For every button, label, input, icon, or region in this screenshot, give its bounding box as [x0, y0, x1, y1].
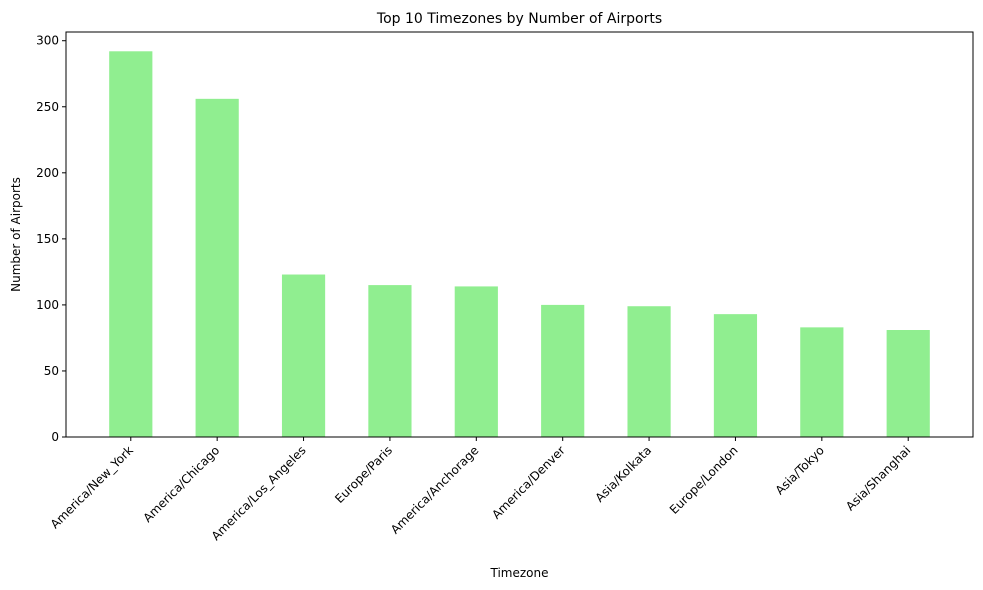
y-axis: 0 50 100 150 200 250 300 — [36, 34, 66, 444]
bar-europe-london — [713, 314, 758, 437]
x-tick-label: Europe/Paris — [332, 443, 395, 506]
x-axis: America/New_York America/ChicagoAmerica/L… — [48, 437, 913, 543]
y-tick-label: 50 — [44, 364, 59, 378]
x-tick-label: America/New_York — [48, 443, 136, 531]
y-tick-label: 0 — [51, 430, 59, 444]
bar-america-denver — [541, 304, 585, 437]
y-tick-label: 150 — [36, 232, 59, 246]
x-axis-label: Timezone — [490, 566, 549, 580]
bar-america-los-angeles — [281, 274, 326, 437]
x-tick-label: Asia/Tokyo — [773, 443, 827, 497]
y-tick-label: 300 — [36, 34, 59, 48]
bar-america-anchorage — [454, 286, 498, 437]
bars-group — [109, 51, 930, 438]
x-tick-label: Asia/Kolkata — [592, 443, 654, 505]
bar-asia-shanghai — [886, 330, 930, 437]
y-tick-label: 100 — [36, 298, 59, 312]
x-tick-label: America/Denver — [489, 443, 568, 522]
x-tick-label: America/Chicago — [140, 443, 222, 525]
x-tick-label: Europe/London — [667, 443, 741, 517]
x-tick-label: America/Anchorage — [388, 443, 481, 536]
plot-frame — [65, 31, 974, 438]
bar-asia-kolkata — [627, 306, 671, 437]
y-tick-label: 250 — [36, 100, 59, 114]
x-tick-label: Asia/Shanghai — [843, 443, 913, 513]
y-tick-label: 200 — [36, 166, 59, 180]
bar-america-new-york — [109, 51, 153, 438]
bar-america-chicago — [195, 98, 239, 437]
bar-asia-tokyo — [800, 327, 844, 437]
x-tick-label: America/Los_Angeles — [209, 443, 309, 543]
y-axis-label: Number of Airports — [9, 177, 23, 292]
bar-europe-paris — [368, 285, 412, 437]
chart-title: Top 10 Timezones by Number of Airports — [376, 11, 662, 27]
